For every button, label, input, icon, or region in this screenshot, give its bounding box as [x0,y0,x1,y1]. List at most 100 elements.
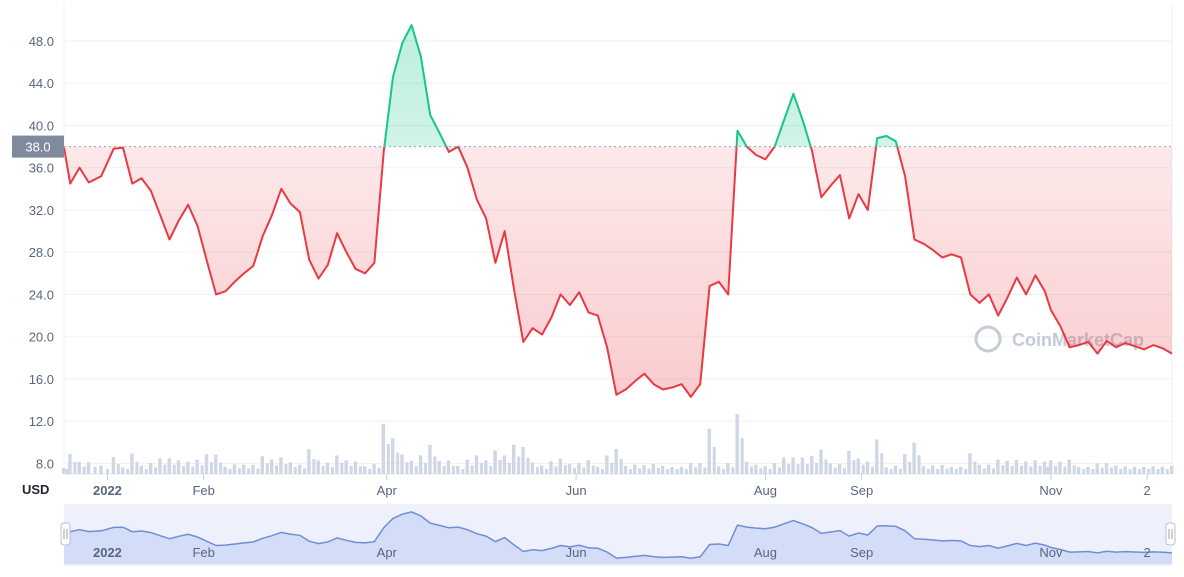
volume-bar [1072,465,1076,474]
volume-bars [62,414,1174,474]
volume-bar [809,455,814,474]
volume-bar [917,455,921,474]
volume-bar [1128,469,1132,474]
volume-bar [647,468,651,474]
volume-bar [1095,463,1099,474]
volume-bar [982,468,986,474]
volume-bar [856,458,860,474]
y-tick-label: 24.0 [29,287,54,302]
navigator-left-handle[interactable] [60,522,71,546]
volume-bar [912,442,916,474]
volume-bar [726,462,730,474]
volume-bar [1091,469,1095,474]
x-tick-label: 2022 [93,483,122,498]
volume-bar [303,468,307,474]
volume-bar [461,469,465,474]
volume-bar [661,465,665,474]
volume-bar [777,467,781,474]
x-tick-label: Jun [566,483,587,498]
volume-bar [968,453,972,474]
volume-bar [791,457,795,474]
volume-bar [563,464,567,474]
volume-bar [167,458,171,474]
volume-bar [204,454,209,474]
volume-bar [465,459,469,474]
volume-bar [824,459,828,474]
volume-bar [945,468,949,474]
volume-bar [754,464,758,474]
volume-bar [172,464,176,474]
volume-bar [828,463,832,474]
volume-bar [349,465,353,474]
volume-bar [297,464,302,474]
volume-bar [446,460,451,474]
volume-bar [577,462,581,474]
volume-bar [712,446,716,474]
volume-bar [396,452,400,474]
volume-bar [782,457,786,474]
volume-bar [1033,460,1037,474]
volume-bar [675,469,679,474]
volume-bar [414,466,418,474]
volume-bar [186,461,190,474]
volume-bar [1038,465,1042,474]
volume-bar [275,465,279,474]
volume-bar [368,469,372,474]
y-axis-ticks: 8.0 12.0 16.0 20.0 24.0 28.0 32.0 36.0 40.0 44.0 4… [29,34,54,471]
volume-bar [837,463,842,474]
navigator-label: Feb [192,545,214,560]
y-tick-label: 40.0 [29,118,54,133]
volume-bar [377,467,381,474]
volume-bar [251,465,255,474]
volume-bar [1086,466,1090,474]
volume-bar [489,465,493,474]
volume-bar [507,462,511,474]
volume-bar [154,467,158,474]
volume-bar [353,461,358,474]
volume-bar [749,466,753,474]
volume-bar [363,466,367,474]
volume-bar [219,462,223,474]
volume-bar [880,453,884,474]
volume-bar [1024,461,1028,474]
volume-bar [815,463,819,474]
volume-bar [573,467,577,474]
y-tick-label: 8.0 [36,456,54,471]
volume-bar [517,456,521,474]
volume-bar [595,466,600,474]
volume-bar [502,455,507,474]
volume-bar [875,439,879,474]
reference-badge: 38.0 [12,135,64,158]
navigator-label: Jun [566,545,587,560]
volume-bar [1082,469,1086,474]
volume-bar [409,460,414,474]
volume-bar [288,462,292,474]
volume-bar [921,466,926,474]
volume-bar [936,468,940,474]
range-navigator[interactable]: 2022 Feb Apr Jun Aug Sep Nov 2 [60,504,1176,566]
volume-bar [582,467,586,474]
volume-bar [1076,467,1081,474]
volume-bar [86,462,91,474]
price-area [64,25,1172,397]
volume-bar [1137,469,1141,474]
volume-bar [805,464,809,474]
volume-bar [428,444,432,474]
volume-bar [521,447,525,474]
volume-bar [242,464,246,474]
volume-bar [158,458,162,474]
navigator-right-handle[interactable] [1165,522,1176,546]
volume-bar [312,459,316,474]
volume-bar [344,460,348,474]
x-tick-label: Sep [850,483,873,498]
volume-bar [433,456,437,474]
volume-bar [633,464,637,474]
volume-bar [763,466,767,474]
y-tick-label: 12.0 [29,414,54,429]
volume-bar [340,462,344,474]
volume-bar [1005,460,1009,474]
volume-bar [558,458,562,474]
volume-bar [772,462,777,474]
volume-bar [148,462,153,474]
volume-bar [390,438,395,474]
